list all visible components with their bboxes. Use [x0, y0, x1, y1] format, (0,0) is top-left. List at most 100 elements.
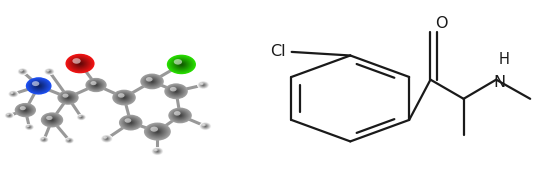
Circle shape — [141, 74, 163, 88]
Circle shape — [202, 84, 204, 86]
Circle shape — [67, 139, 73, 142]
Circle shape — [156, 131, 159, 132]
Circle shape — [79, 116, 84, 119]
Circle shape — [9, 91, 18, 97]
Circle shape — [9, 91, 17, 97]
Circle shape — [41, 112, 63, 127]
Circle shape — [10, 92, 16, 96]
Circle shape — [118, 93, 125, 98]
Circle shape — [18, 68, 28, 75]
Circle shape — [43, 139, 45, 140]
Circle shape — [62, 93, 74, 102]
Circle shape — [6, 113, 13, 118]
Circle shape — [76, 114, 86, 120]
Circle shape — [156, 150, 158, 152]
Circle shape — [86, 78, 106, 92]
Circle shape — [122, 117, 139, 128]
Circle shape — [152, 148, 163, 155]
Circle shape — [29, 126, 30, 128]
Circle shape — [46, 69, 53, 74]
Circle shape — [94, 84, 98, 86]
Circle shape — [204, 125, 207, 127]
Circle shape — [21, 71, 24, 72]
Circle shape — [113, 91, 135, 105]
Circle shape — [8, 90, 19, 98]
Circle shape — [43, 139, 45, 140]
Circle shape — [77, 114, 86, 120]
Circle shape — [67, 139, 72, 142]
Circle shape — [40, 137, 48, 142]
Circle shape — [40, 137, 48, 142]
Circle shape — [170, 87, 182, 95]
Circle shape — [145, 123, 170, 140]
Circle shape — [65, 54, 95, 73]
Circle shape — [197, 81, 209, 89]
Circle shape — [104, 137, 109, 141]
Circle shape — [45, 68, 54, 75]
Circle shape — [202, 84, 205, 86]
Circle shape — [66, 138, 73, 143]
Circle shape — [42, 138, 46, 141]
Circle shape — [116, 92, 132, 103]
Circle shape — [150, 80, 155, 83]
Circle shape — [165, 84, 187, 99]
Circle shape — [7, 114, 12, 117]
Circle shape — [141, 74, 163, 89]
Circle shape — [48, 71, 51, 73]
Circle shape — [77, 114, 86, 120]
Circle shape — [43, 139, 45, 141]
Circle shape — [101, 135, 113, 143]
Circle shape — [112, 90, 136, 105]
Circle shape — [151, 81, 153, 82]
Circle shape — [78, 115, 85, 120]
Circle shape — [41, 137, 47, 142]
Circle shape — [173, 59, 190, 70]
Circle shape — [203, 124, 208, 128]
Circle shape — [20, 107, 30, 113]
Circle shape — [172, 58, 191, 71]
Circle shape — [156, 151, 158, 152]
Circle shape — [23, 108, 28, 112]
Circle shape — [152, 128, 162, 135]
Circle shape — [18, 105, 33, 115]
Circle shape — [200, 122, 211, 130]
Circle shape — [11, 93, 15, 95]
Circle shape — [78, 115, 85, 119]
Circle shape — [175, 91, 177, 92]
Circle shape — [199, 82, 208, 88]
Circle shape — [12, 93, 15, 95]
Circle shape — [201, 84, 206, 86]
Circle shape — [47, 70, 52, 73]
Circle shape — [153, 148, 162, 154]
Circle shape — [80, 116, 83, 118]
Circle shape — [26, 125, 32, 129]
Circle shape — [80, 116, 83, 118]
Circle shape — [9, 115, 10, 116]
Circle shape — [154, 149, 161, 153]
Circle shape — [28, 126, 31, 128]
Circle shape — [41, 113, 63, 127]
Circle shape — [65, 138, 73, 143]
Circle shape — [121, 96, 127, 100]
Circle shape — [90, 81, 97, 85]
Circle shape — [155, 149, 160, 153]
Circle shape — [27, 125, 30, 127]
Circle shape — [105, 137, 108, 140]
Circle shape — [12, 93, 15, 95]
Circle shape — [81, 117, 82, 118]
Circle shape — [90, 81, 102, 89]
Circle shape — [23, 109, 28, 112]
Circle shape — [155, 150, 160, 153]
Circle shape — [77, 62, 83, 66]
Circle shape — [92, 82, 101, 88]
Circle shape — [78, 115, 85, 120]
Circle shape — [73, 59, 87, 68]
Circle shape — [42, 138, 46, 141]
Circle shape — [45, 115, 59, 125]
Circle shape — [177, 113, 183, 117]
Circle shape — [204, 125, 207, 127]
Circle shape — [123, 117, 139, 128]
Circle shape — [71, 57, 89, 70]
Circle shape — [43, 114, 61, 126]
Circle shape — [169, 108, 191, 122]
